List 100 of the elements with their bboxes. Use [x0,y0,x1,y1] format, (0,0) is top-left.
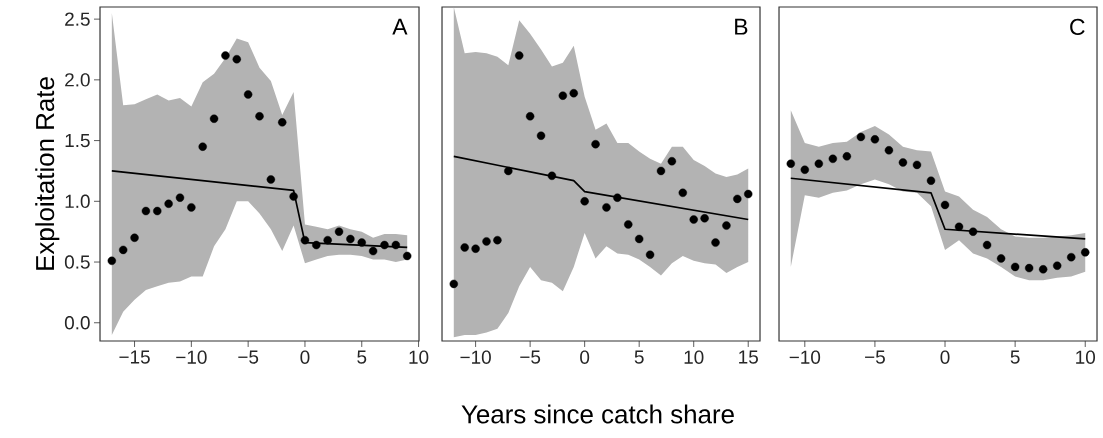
point [733,194,742,204]
point [722,221,731,230]
x-axis-title: Years since catch share [461,404,734,424]
point [558,91,568,100]
point [300,235,310,245]
annotation: C [1070,18,1085,36]
point [187,203,196,212]
x-tick-label: −5 [865,350,885,364]
point [700,214,709,223]
y-tick-label: 0.5 [64,255,90,269]
point [449,279,458,289]
point [515,51,524,60]
point [175,193,185,202]
point [504,166,513,176]
point [357,238,366,247]
x-tick-label: 10 [1076,350,1096,364]
point [107,256,117,266]
point [656,166,666,176]
point [884,146,894,155]
point [968,227,978,236]
point [130,233,139,242]
annotation: B [735,18,748,35]
point [1024,263,1034,273]
point [1081,248,1090,257]
point [232,55,241,64]
point [1010,262,1020,272]
x-tick-label: −5 [520,350,541,364]
point [996,254,1006,263]
point [118,245,128,255]
point [634,234,644,244]
point [800,165,810,174]
point [525,112,535,121]
point [460,243,469,252]
x-tick-label: 5 [1010,350,1020,364]
x-tick-label: 0 [300,350,310,364]
point [645,250,655,259]
point [667,157,677,166]
point [493,235,502,245]
y-tick-label: 2.5 [65,12,90,26]
point [1038,265,1048,274]
point [591,140,600,149]
y-tick-label: 1.0 [65,194,90,209]
point [786,159,795,168]
point [711,238,720,247]
point [380,240,389,250]
point [346,234,355,244]
x-tick-label: −10 [789,350,821,364]
point [289,192,298,201]
point [1067,252,1076,262]
point [744,189,753,199]
x-tick-label: 0 [580,350,590,364]
point [334,227,344,236]
x-tick-label: 0 [940,350,950,364]
point [312,240,321,250]
point [940,200,950,210]
point [482,237,491,246]
y-axis-title: Exploitation Rate [35,77,60,270]
point [954,222,964,232]
y-tick-label: 2.0 [65,73,90,87]
point [898,158,908,167]
point [870,135,880,144]
point [912,160,922,170]
point [266,175,276,184]
x-tick-label: 5 [634,350,644,364]
x-tick-label: −10 [460,350,491,364]
point [613,193,622,202]
point [164,199,173,208]
point [814,159,824,168]
x-tick-label: 10 [684,350,704,364]
point [678,188,687,198]
point [569,89,578,98]
point [828,154,838,163]
point [536,131,546,140]
x-tick-label: −10 [176,350,207,364]
point [926,176,936,185]
point [323,235,332,245]
point [153,206,162,216]
x-tick-label: −5 [238,350,259,364]
point [1052,261,1062,270]
x-tick-label: 10 [409,350,429,364]
point [391,240,401,250]
point [243,90,253,99]
point [689,215,698,224]
point [221,51,230,60]
point [255,112,264,121]
point [368,246,378,256]
y-tick-label: 0.0 [64,316,90,330]
point [624,220,633,229]
point [403,251,412,261]
y-tick-label: 1.5 [65,133,90,148]
x-tick-label: 5 [357,350,367,364]
x-tick-label: −15 [119,350,150,364]
point [856,132,866,142]
point [209,114,219,123]
point [982,240,992,250]
point [471,244,480,253]
point [141,206,151,216]
point [278,118,287,127]
point [602,203,611,212]
point [547,171,557,181]
